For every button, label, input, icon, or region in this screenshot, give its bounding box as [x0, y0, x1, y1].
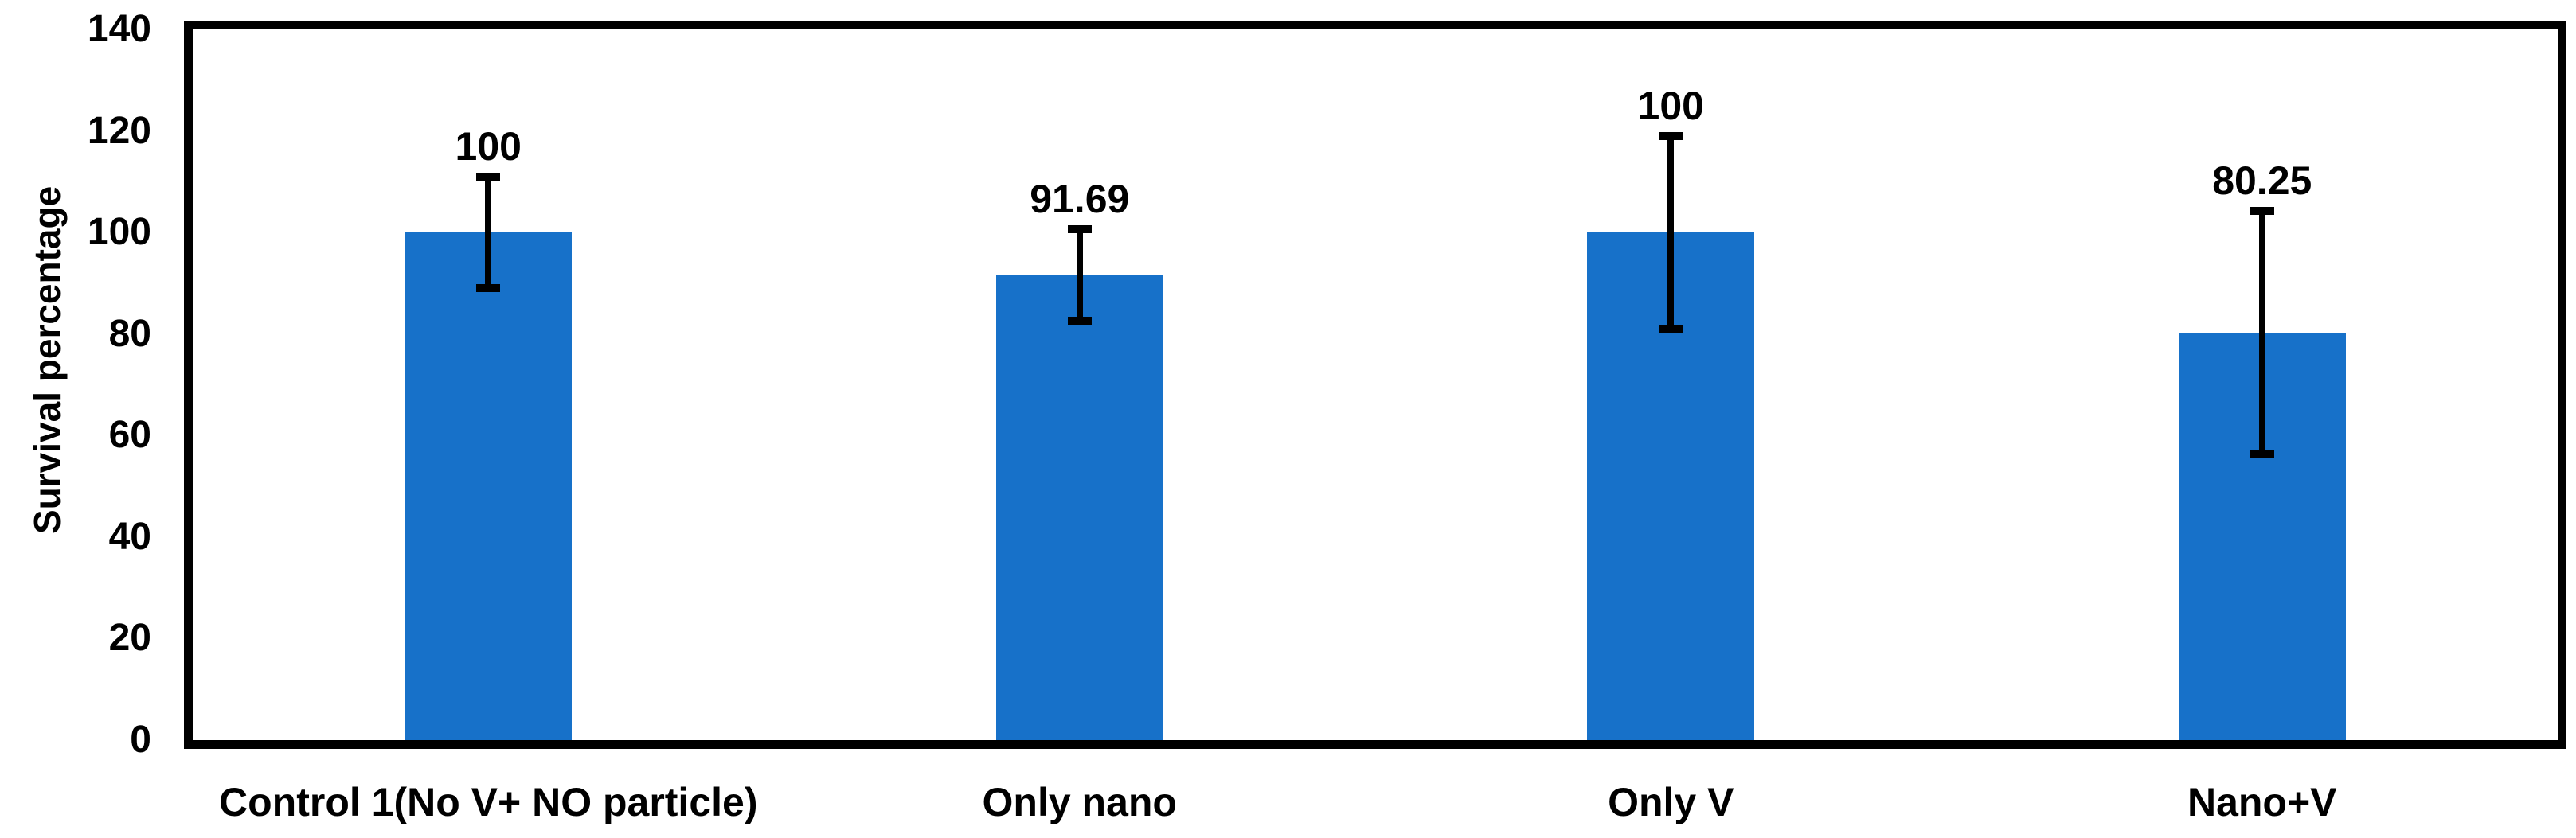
y-tick-label: 20	[108, 617, 151, 660]
x-category-label: Only V	[1608, 780, 1734, 824]
y-tick-label: 100	[87, 211, 151, 254]
x-category-label: Only nano	[982, 780, 1177, 824]
x-category-label: Nano+V	[2187, 780, 2337, 824]
y-tick-label: 140	[87, 8, 151, 50]
error-bar-top-cap	[1067, 224, 1092, 233]
y-tick-label: 0	[130, 719, 151, 761]
bar-value-label: 80.25	[2212, 158, 2312, 204]
error-bar-line	[2258, 211, 2265, 455]
error-bar-bottom-cap	[476, 284, 501, 293]
y-tick-label: 80	[108, 312, 151, 355]
error-bar-line	[485, 176, 492, 289]
error-bar-line	[1667, 135, 1675, 329]
bar-value-label: 100	[455, 123, 522, 169]
y-tick-label: 120	[87, 109, 151, 152]
y-tick-label: 40	[108, 515, 151, 558]
error-bar-top-cap	[476, 172, 501, 181]
x-category-label: Control 1(No V+ NO particle)	[219, 780, 758, 824]
error-bar-top-cap	[1659, 131, 1683, 140]
plot-area-border	[184, 21, 2566, 749]
bar-value-label: 91.69	[1030, 176, 1130, 221]
bar	[995, 275, 1163, 740]
error-bar-top-cap	[2250, 207, 2274, 216]
bar-value-label: 100	[1637, 83, 1704, 128]
error-bar-bottom-cap	[2250, 450, 2274, 459]
error-bar-line	[1076, 228, 1083, 321]
error-bar-bottom-cap	[1067, 316, 1092, 325]
y-tick-label: 60	[108, 414, 151, 457]
bar	[405, 232, 573, 740]
error-bar-bottom-cap	[1659, 325, 1683, 333]
